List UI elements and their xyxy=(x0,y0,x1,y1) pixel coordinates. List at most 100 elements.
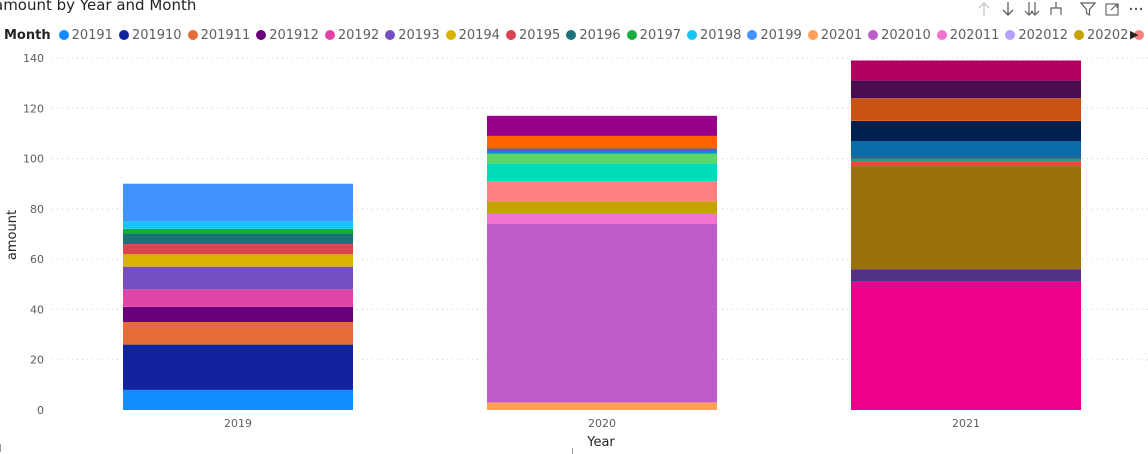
legend-marker xyxy=(385,30,396,40)
bar-segment-2019-20196[interactable] xyxy=(123,234,353,245)
expand-all-down-icon[interactable] xyxy=(1020,0,1044,20)
bar-segment-2019-20199[interactable] xyxy=(123,183,353,222)
legend-marker xyxy=(626,30,637,40)
legend-item[interactable]: 201911 xyxy=(187,28,250,43)
y-tick-label: 40 xyxy=(30,303,44,316)
bar-segment-2021-20212[interactable] xyxy=(851,158,1081,162)
bar-segment-2019-20194[interactable] xyxy=(123,254,353,267)
legend-item[interactable]: 20199 xyxy=(747,27,802,43)
legend-item[interactable]: 20197 xyxy=(626,27,682,43)
bar-segment-2019-20192[interactable] xyxy=(123,289,353,307)
legend-label: 20194 xyxy=(458,27,500,43)
legend-item[interactable]: 201910 xyxy=(118,28,182,43)
legend-next-page-button[interactable]: ▶ xyxy=(1130,28,1139,41)
bar-segment-2020-202011[interactable] xyxy=(487,213,717,224)
legend-label: 20193 xyxy=(398,27,440,43)
legend: Month 20191 201910 201911 201912 20192 20193 2… xyxy=(4,26,1148,44)
y-tick-label: 120 xyxy=(23,102,44,115)
legend-item[interactable]: 20201 xyxy=(807,28,862,43)
legend-item[interactable]: 201912 xyxy=(256,28,319,43)
bar-segment-2019-20197[interactable] xyxy=(123,229,353,234)
legend-label: 20197 xyxy=(639,27,682,43)
legend-item[interactable]: 202010 xyxy=(868,28,931,43)
bar-segment-2020-20209[interactable] xyxy=(487,115,717,136)
bar-segment-2019-201910[interactable] xyxy=(123,344,353,390)
legend-item[interactable]: 20195 xyxy=(505,28,560,43)
legend-item[interactable]: 202012 xyxy=(1005,28,1068,43)
legend-marker xyxy=(1134,30,1145,40)
legend-label: 20192 xyxy=(337,27,380,43)
legend-item[interactable]: 202011 xyxy=(936,27,1000,43)
bar-segment-2020-20201[interactable] xyxy=(487,402,717,411)
expand-hierarchy-icon[interactable] xyxy=(1044,0,1068,20)
bar-segment-2020-20207[interactable] xyxy=(487,148,717,152)
legend-marker xyxy=(187,30,198,40)
legend-marker xyxy=(566,30,577,40)
bar-segment-2020-20205[interactable] xyxy=(487,153,717,164)
resize-handle-bottom-mid[interactable] xyxy=(572,448,583,454)
bar-segment-2021-20217[interactable] xyxy=(851,98,1081,121)
legend-label: 20199 xyxy=(760,27,802,43)
legend-item[interactable]: 20193 xyxy=(385,27,440,43)
y-tick-label: 20 xyxy=(30,354,44,367)
y-tick-label: 80 xyxy=(30,203,44,216)
legend-marker xyxy=(747,30,758,40)
x-axis-ticks: 2019 2020 2021 xyxy=(224,417,980,430)
legend-item[interactable]: 20192 xyxy=(324,27,380,43)
legend-marker xyxy=(868,30,879,40)
bar-segment-2019-201912[interactable] xyxy=(123,306,353,322)
legend-marker xyxy=(58,30,69,40)
bar-segment-2021-20211[interactable] xyxy=(851,281,1081,410)
more-options-icon[interactable] xyxy=(1124,0,1148,20)
legend-label: 202012 xyxy=(1018,27,1069,43)
bars xyxy=(123,60,1081,411)
bar-segment-2020-20202[interactable] xyxy=(487,201,717,214)
legend-item[interactable]: 20196 xyxy=(566,27,621,43)
legend-item[interactable]: 20191 xyxy=(58,28,113,43)
chart-title: amount by Year and Month xyxy=(0,0,197,14)
bar-segment-2020-202010[interactable] xyxy=(487,223,717,403)
bar-segment-2021-202111[interactable] xyxy=(851,166,1081,270)
bar-segment-2019-201911[interactable] xyxy=(123,322,353,345)
drill-up-icon[interactable] xyxy=(972,0,996,20)
bar-segment-2021-202110[interactable] xyxy=(851,269,1081,282)
bar-segment-2020-20208[interactable] xyxy=(487,135,717,149)
bar-segment-2021-20213[interactable] xyxy=(851,156,1081,159)
legend-marker xyxy=(687,30,698,40)
legend-label: 202011 xyxy=(949,27,1000,43)
legend-marker xyxy=(505,30,516,40)
y-tick-label: 100 xyxy=(23,153,44,166)
legend-marker xyxy=(1005,30,1016,40)
legend-label: 20202 xyxy=(1087,27,1129,43)
x-tick-label: 2020 xyxy=(588,417,616,430)
y-tick-label: 140 xyxy=(23,52,44,65)
legend-marker xyxy=(445,30,456,40)
bar-segment-2020-20204[interactable] xyxy=(487,163,717,182)
filter-icon[interactable] xyxy=(1076,0,1100,20)
y-axis-ticks: 0 20 40 60 80 100 120 140 xyxy=(23,52,44,417)
bar-segment-2021-202112[interactable] xyxy=(851,161,1081,167)
x-tick-label: 2021 xyxy=(952,417,980,430)
legend-label: 20196 xyxy=(579,27,621,43)
bar-segment-2020-20206[interactable] xyxy=(487,151,717,154)
legend-item[interactable]: 20194 xyxy=(445,27,500,43)
focus-mode-icon[interactable] xyxy=(1100,0,1124,20)
legend-item[interactable]: 20198 xyxy=(687,28,741,43)
legend-label: 201912 xyxy=(269,27,319,43)
bar-segment-2019-20195[interactable] xyxy=(123,244,353,255)
visual-header-toolbar xyxy=(972,0,1148,20)
y-tick-label: 0 xyxy=(37,404,44,417)
bar-segment-2021-20218[interactable] xyxy=(851,80,1081,99)
drill-down-icon[interactable] xyxy=(996,0,1020,20)
resize-handle-bottom-left[interactable] xyxy=(0,444,7,452)
bar-segment-2021-20215[interactable] xyxy=(851,141,1081,157)
bar-segment-2020-20203[interactable] xyxy=(487,181,717,202)
bar-segment-2019-20191[interactable] xyxy=(123,389,353,410)
bar-segment-2021-20216[interactable] xyxy=(851,120,1081,141)
bar-segment-2019-20193[interactable] xyxy=(123,266,353,290)
legend-item[interactable]: 20202 xyxy=(1074,28,1128,43)
bar-segment-2021-20219[interactable] xyxy=(851,60,1081,81)
legend-label: 202010 xyxy=(881,27,931,43)
bar-segment-2019-20198[interactable] xyxy=(123,221,353,229)
